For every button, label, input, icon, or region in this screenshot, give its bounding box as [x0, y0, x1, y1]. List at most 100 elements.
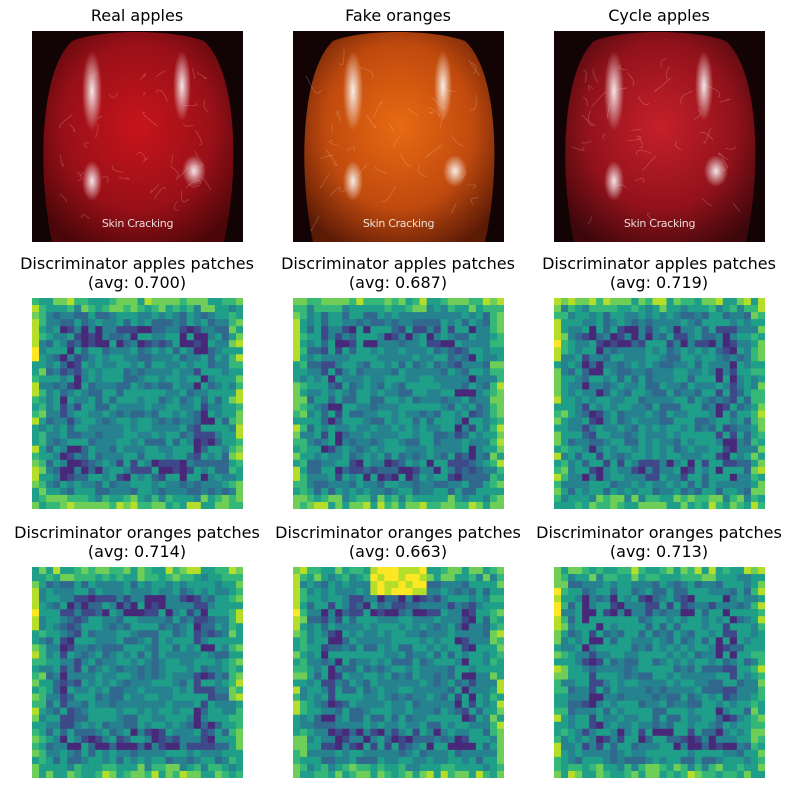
heat-cell: [32, 431, 40, 440]
heat-cell: [32, 574, 40, 582]
heat-cell: [60, 417, 68, 425]
heat-cell: [200, 770, 209, 778]
heat-cell: [447, 326, 456, 334]
heat-cell: [412, 403, 420, 411]
disc-apples-fake: [293, 298, 504, 509]
heat-cell: [95, 410, 103, 418]
heat-cell: [363, 375, 371, 383]
heat-cell: [708, 368, 717, 376]
heat-cell: [694, 389, 703, 397]
heat-cell: [137, 644, 145, 652]
heat-cell: [74, 361, 82, 369]
heat-cell: [95, 686, 103, 694]
heat-cell: [349, 501, 357, 509]
heat-cell: [60, 424, 68, 433]
heat-cell: [81, 707, 89, 716]
heat-cell: [447, 651, 456, 659]
heat-cell: [109, 588, 117, 596]
heat-cell: [496, 581, 504, 589]
heat-cell: [328, 403, 336, 411]
heat-cell: [482, 595, 491, 603]
heat-cell: [419, 728, 428, 737]
heat-cell: [701, 319, 710, 327]
heat-cell: [384, 431, 392, 440]
heat-cell: [349, 403, 357, 411]
heat-cell: [603, 452, 611, 461]
heat-cell: [228, 672, 237, 680]
heat-cell: [81, 459, 89, 468]
heat-cell: [743, 375, 752, 383]
heat-cell: [81, 438, 89, 447]
heat-cell: [461, 742, 470, 751]
heat-cell: [363, 431, 371, 440]
heat-cell: [398, 665, 406, 673]
heat-cell: [123, 298, 131, 306]
heat-cell: [370, 466, 378, 475]
heat-cell: [144, 368, 152, 376]
heat-cell: [468, 644, 477, 652]
heat-cell: [228, 609, 237, 617]
heat-cell: [645, 452, 653, 461]
heat-cell: [328, 361, 336, 369]
heat-cell: [722, 588, 731, 596]
heat-cell: [561, 319, 569, 327]
heat-cell: [88, 756, 96, 765]
heat-cell: [631, 637, 639, 645]
heat-cell: [74, 305, 82, 313]
heat-cell: [377, 644, 385, 652]
heat-cell: [235, 763, 243, 772]
heat-cell: [489, 742, 498, 751]
heat-cell: [617, 361, 625, 369]
crack-line: [587, 216, 592, 225]
heat-cell: [53, 319, 61, 327]
heat-cell: [53, 693, 61, 702]
heat-cell: [701, 361, 710, 369]
heat-cell: [440, 459, 449, 468]
heat-cell: [482, 424, 491, 433]
heat-cell: [81, 686, 89, 694]
heat-cell: [454, 637, 463, 645]
heat-cell: [461, 424, 470, 433]
heat-cell: [67, 672, 75, 680]
heat-cell: [88, 644, 96, 652]
heat-cell: [293, 700, 301, 709]
heat-cell: [370, 770, 378, 778]
heat-cell: [482, 609, 491, 617]
heat-cell: [610, 431, 618, 440]
heat-cell: [454, 487, 463, 496]
heat-cell: [405, 319, 413, 327]
heat-cell: [475, 298, 484, 306]
heat-cell: [433, 403, 442, 411]
heat-cell: [687, 581, 696, 589]
heat-cell: [151, 574, 159, 582]
heat-cell: [46, 459, 54, 468]
heat-cell: [489, 609, 498, 617]
heat-cell: [74, 770, 82, 778]
heat-cell: [638, 567, 646, 575]
heat-cell: [433, 567, 442, 575]
heat-cell: [447, 588, 456, 596]
heat-cell: [74, 389, 82, 397]
heat-cell: [454, 763, 463, 772]
heat-cell: [631, 595, 639, 603]
heat-cell: [207, 354, 216, 362]
heat-cell: [757, 480, 765, 489]
heat-cell: [137, 452, 145, 461]
heat-cell: [603, 567, 611, 575]
heat-cell: [384, 312, 392, 320]
heat-cell: [708, 347, 717, 355]
heat-cell: [554, 574, 562, 582]
heat-cell: [489, 305, 498, 313]
heat-cell: [200, 672, 209, 680]
heat-cell: [158, 581, 167, 589]
heat-cell: [687, 445, 696, 454]
crack-line: [95, 123, 99, 139]
heat-cell: [67, 298, 75, 306]
heat-cell: [561, 417, 569, 425]
heat-cell: [419, 609, 428, 617]
heat-cell: [293, 354, 301, 362]
heat-cell: [137, 567, 145, 575]
heat-cell: [95, 581, 103, 589]
heat-cell: [673, 494, 681, 503]
heat-cell: [377, 756, 385, 765]
